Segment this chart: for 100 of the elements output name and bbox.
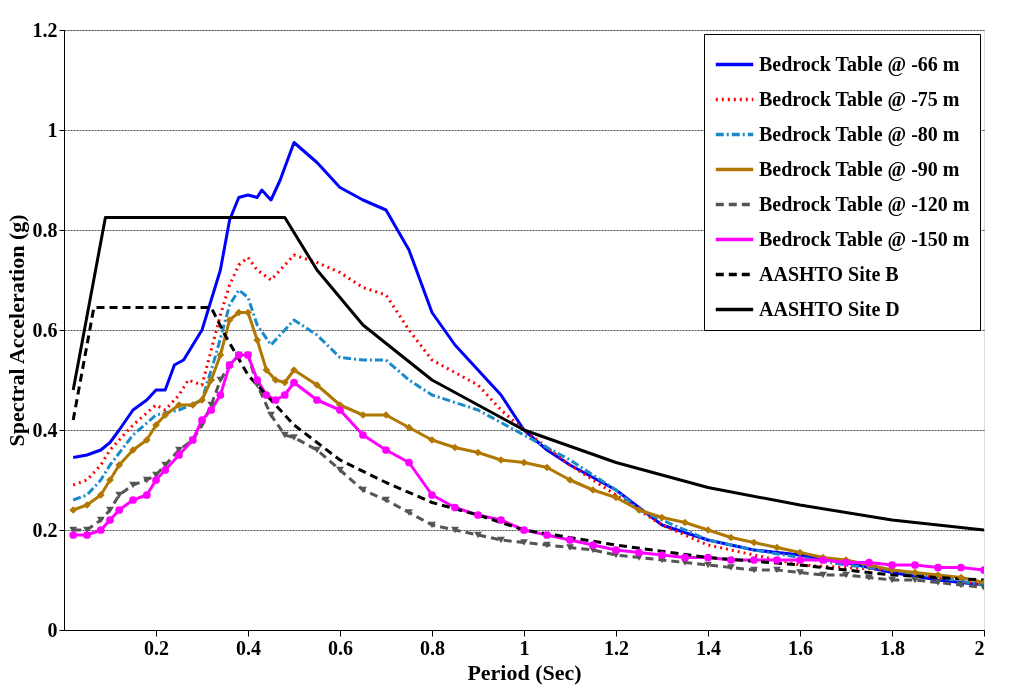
point [520,458,528,467]
y-tick-label: 1 [47,118,58,141]
x-tick-label: 0.4 [236,636,261,659]
point [405,509,413,516]
point [115,461,124,469]
point [161,466,170,474]
point [566,536,574,544]
point [796,556,804,564]
point [96,491,105,499]
point [405,423,413,432]
point [773,556,781,564]
point [727,533,735,542]
y-tick-label: 1.2 [32,18,58,41]
point [957,563,965,572]
y-tick-label: 0.6 [32,318,58,341]
point [69,531,78,539]
point [175,451,183,459]
point [750,556,758,564]
point [253,336,262,344]
y-tick-label: 0.4 [32,418,58,441]
legend-label: Bedrock Table @ -150 m [759,227,970,251]
point [161,411,170,419]
point [796,548,804,557]
legend-label: AASHTO Site B [759,262,899,285]
point [681,518,689,527]
x-tick-label: 1.6 [788,636,813,659]
x-tick-label: 1.2 [604,636,629,659]
point [142,491,151,499]
point [865,574,873,581]
point [934,563,942,572]
point [142,436,151,444]
point [451,503,459,512]
point [934,579,942,586]
point [520,539,528,546]
point [681,553,689,562]
y-tick-label: 0.8 [32,218,58,241]
point [589,541,597,549]
point [612,546,620,554]
point [773,543,781,552]
point [290,434,298,441]
point [911,568,919,577]
point [566,544,574,551]
x-axis-title: Period (Sec) [467,659,582,685]
legend-label: Bedrock Table @ -90 m [759,157,960,181]
x-tick-label: 0.2 [144,636,169,659]
x-tick-label: 1.8 [880,636,905,659]
point [262,391,271,399]
point [225,316,234,324]
point [106,516,114,524]
point [658,551,666,559]
point [198,416,206,424]
legend-label: AASHTO Site D [759,297,900,320]
point [888,561,896,569]
point [216,391,225,399]
point [115,506,124,514]
point [313,396,321,404]
x-tick-label: 1.4 [696,636,721,659]
point [152,476,160,484]
point [704,553,712,562]
point [497,516,505,524]
x-tick-label: 0.6 [328,636,353,659]
point [727,556,735,564]
x-tick-label: 2 [974,636,985,659]
legend-label: Bedrock Table @ -66 m [759,52,960,76]
point [216,351,225,359]
point [428,491,436,499]
point [69,506,78,514]
point [83,531,91,539]
point [207,376,216,384]
point [336,406,344,414]
point [280,391,289,399]
point [451,443,459,452]
point [727,564,735,571]
point [658,513,666,522]
point [290,378,298,387]
point [612,493,620,502]
point [382,446,390,454]
point [262,366,271,374]
legend-label: Bedrock Table @ -80 m [759,122,960,146]
point [96,526,105,534]
point [474,448,482,457]
point [207,406,216,414]
point [474,511,482,519]
point [796,569,804,576]
point [405,458,413,467]
point [129,496,137,504]
y-axis-title: Spectral Acceleration (g) [3,214,29,447]
y-tick-label: 0.2 [32,518,58,541]
point [520,526,528,534]
y-tick-label: 0 [47,618,58,641]
point [750,538,758,547]
point [543,463,551,472]
point [271,376,280,384]
point [957,573,965,582]
point [280,378,289,387]
point [635,548,643,557]
legend-label: Bedrock Table @ -75 m [759,87,960,111]
x-tick-label: 0.8 [420,636,445,659]
legend-label: Bedrock Table @ -120 m [759,192,970,216]
point [253,376,262,384]
